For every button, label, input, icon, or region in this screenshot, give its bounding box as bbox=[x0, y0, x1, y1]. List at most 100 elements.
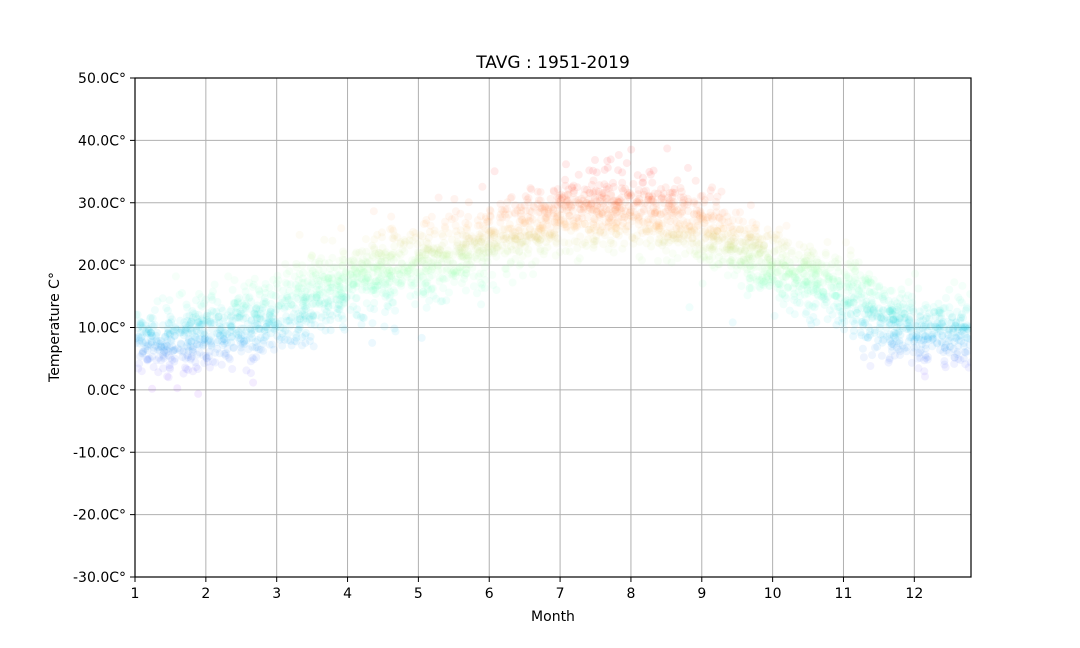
scatter-point bbox=[135, 310, 141, 319]
scatter-point bbox=[736, 245, 745, 254]
scatter-point bbox=[714, 260, 723, 268]
scatter-point bbox=[287, 313, 296, 322]
scatter-point bbox=[888, 306, 897, 315]
scatter-point bbox=[616, 204, 625, 213]
scatter-point bbox=[745, 284, 754, 292]
scatter-point bbox=[912, 331, 921, 340]
scatter-point bbox=[933, 324, 942, 333]
scatter-point bbox=[358, 275, 366, 284]
scatter-point bbox=[868, 314, 877, 322]
y-tick-label: 40.0C° bbox=[78, 133, 126, 149]
scatter-point bbox=[388, 234, 397, 243]
scatter-point bbox=[799, 243, 808, 252]
scatter-point bbox=[342, 267, 351, 276]
scatter-point bbox=[259, 336, 268, 345]
scatter-point bbox=[413, 240, 422, 249]
scatter-point bbox=[690, 226, 699, 235]
scatter-point bbox=[496, 246, 505, 255]
scatter-point bbox=[385, 252, 394, 261]
scatter-point bbox=[606, 155, 615, 164]
scatter-point bbox=[854, 290, 863, 299]
scatter-point bbox=[196, 329, 205, 338]
scatter-point bbox=[508, 245, 517, 254]
scatter-point bbox=[956, 356, 965, 364]
scatter-point bbox=[896, 314, 905, 323]
scatter-point bbox=[960, 323, 969, 331]
scatter-point bbox=[803, 283, 812, 292]
scatter-point bbox=[367, 286, 376, 295]
scatter-point bbox=[144, 325, 153, 334]
scatter-point bbox=[549, 209, 558, 218]
scatter-point bbox=[292, 289, 301, 298]
scatter-point bbox=[477, 237, 486, 246]
scatter-point bbox=[965, 324, 971, 333]
scatter-point bbox=[679, 232, 688, 240]
scatter-point bbox=[492, 244, 501, 253]
scatter-point bbox=[469, 239, 478, 248]
scatter-point bbox=[521, 242, 529, 251]
scatter-point bbox=[889, 332, 898, 341]
scatter-point bbox=[539, 250, 548, 259]
scatter-point bbox=[934, 299, 943, 308]
scatter-point bbox=[378, 228, 386, 237]
scatter-point bbox=[685, 303, 694, 312]
scatter-point bbox=[648, 215, 657, 224]
scatter-point bbox=[306, 270, 315, 279]
scatter-point bbox=[576, 205, 585, 214]
scatter-point bbox=[237, 347, 246, 356]
scatter-point bbox=[237, 334, 245, 343]
scatter-point bbox=[334, 272, 343, 281]
scatter-point bbox=[147, 338, 156, 347]
scatter-point bbox=[369, 263, 378, 272]
scatter-point bbox=[251, 305, 260, 314]
scatter-point bbox=[251, 322, 260, 330]
scatter-point bbox=[928, 334, 937, 343]
scatter-point bbox=[662, 228, 671, 237]
scatter-point bbox=[203, 309, 212, 318]
scatter-point bbox=[566, 202, 575, 211]
scatter-point bbox=[562, 160, 570, 169]
scatter-point bbox=[278, 329, 287, 338]
scatter-point bbox=[206, 318, 215, 327]
scatter-point bbox=[561, 247, 570, 256]
scatter-point bbox=[706, 186, 715, 195]
scatter-point bbox=[830, 291, 839, 300]
scatter-point bbox=[940, 323, 949, 332]
scatter-point bbox=[904, 278, 913, 286]
scatter-point bbox=[832, 321, 841, 330]
scatter-point bbox=[181, 363, 190, 372]
scatter-point bbox=[639, 178, 648, 187]
scatter-point bbox=[526, 233, 535, 242]
scatter-point bbox=[216, 326, 225, 335]
scatter-point bbox=[457, 279, 466, 288]
scatter-point bbox=[533, 200, 542, 208]
scatter-point bbox=[246, 369, 255, 378]
scatter-point bbox=[534, 234, 542, 243]
scatter-point bbox=[550, 228, 559, 237]
x-axis-title: Month bbox=[531, 609, 575, 625]
scatter-point bbox=[350, 265, 359, 274]
scatter-point bbox=[874, 336, 883, 345]
scatter-point bbox=[844, 286, 853, 295]
scatter-point bbox=[425, 296, 434, 305]
scatter-point bbox=[607, 198, 616, 207]
scatter-point bbox=[612, 223, 620, 232]
scatter-point bbox=[803, 251, 812, 260]
scatter-point bbox=[802, 281, 811, 290]
scatter-point bbox=[339, 247, 348, 256]
scatter-point bbox=[940, 343, 949, 352]
scatter-point bbox=[589, 243, 598, 252]
scatter-point bbox=[875, 283, 884, 292]
scatter-point bbox=[619, 210, 628, 219]
scatter-point bbox=[232, 329, 241, 338]
scatter-point bbox=[840, 268, 849, 277]
scatter-point bbox=[226, 313, 235, 322]
scatter-point bbox=[834, 303, 843, 312]
scatter-point bbox=[359, 313, 368, 322]
scatter-point bbox=[717, 187, 726, 196]
scatter-point bbox=[336, 285, 345, 294]
scatter-point bbox=[325, 278, 334, 287]
scatter-point bbox=[670, 202, 679, 211]
scatter-point bbox=[441, 251, 450, 260]
